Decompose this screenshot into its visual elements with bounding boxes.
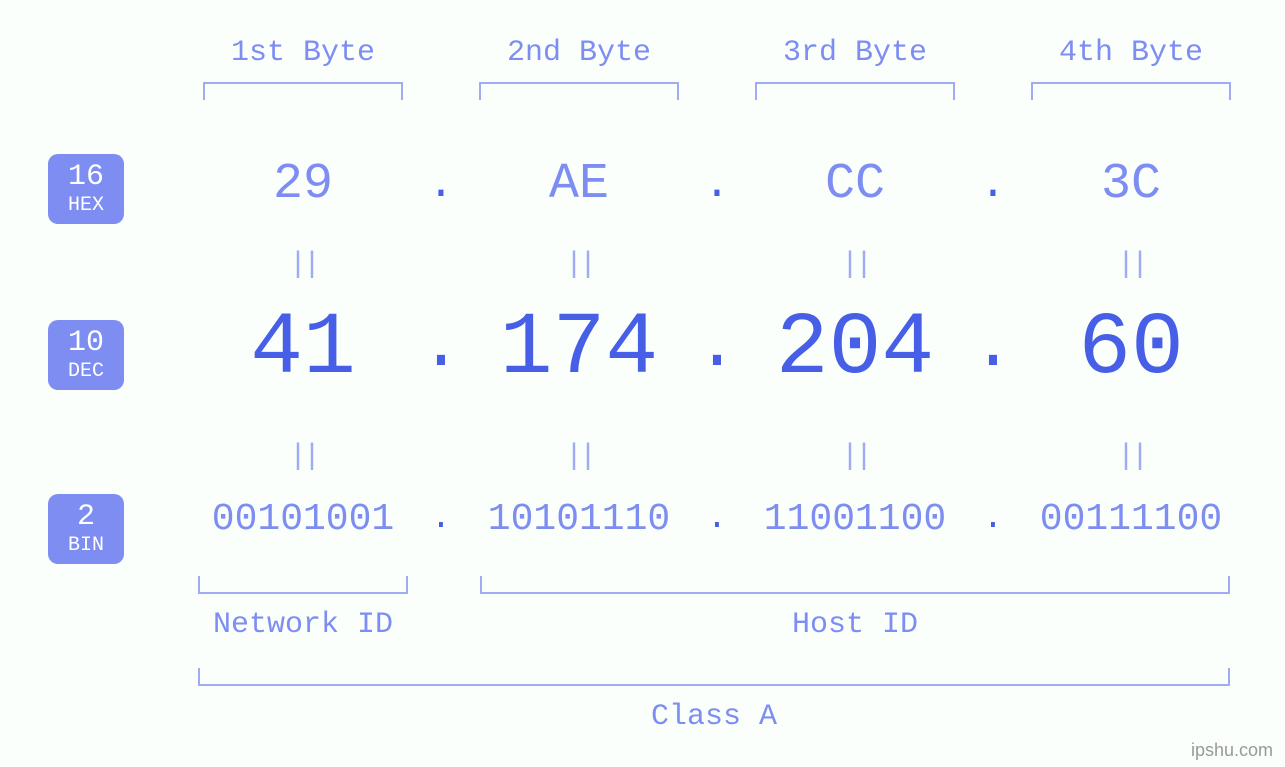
- base-num-bin: 2: [48, 502, 124, 532]
- hex-dot-2: .: [687, 160, 747, 210]
- hex-byte-3: CC: [755, 156, 955, 213]
- base-badge-bin: 2 BIN: [48, 494, 124, 564]
- class-label: Class A: [198, 700, 1230, 734]
- ip-diagram: 1st Byte 2nd Byte 3rd Byte 4th Byte 16 H…: [0, 0, 1285, 767]
- byte-header-3: 3rd Byte: [755, 36, 955, 70]
- byte-bracket-4: [1031, 82, 1231, 100]
- byte-header-4: 4th Byte: [1031, 36, 1231, 70]
- network-id-bracket: [198, 576, 408, 594]
- bin-byte-4: 00111100: [1011, 498, 1251, 541]
- hex-dot-3: .: [963, 160, 1023, 210]
- eq-hexdec-4: ||: [1091, 248, 1171, 282]
- base-lbl-hex: HEX: [48, 194, 124, 218]
- network-id-label: Network ID: [198, 608, 408, 642]
- hex-byte-1: 29: [203, 156, 403, 213]
- byte-header-2: 2nd Byte: [479, 36, 679, 70]
- hex-dot-1: .: [411, 160, 471, 210]
- host-id-label: Host ID: [480, 608, 1230, 642]
- eq-hexdec-2: ||: [539, 248, 619, 282]
- eq-hexdec-1: ||: [263, 248, 343, 282]
- watermark: ipshu.com: [1191, 740, 1273, 761]
- eq-decbin-1: ||: [263, 440, 343, 474]
- byte-header-1: 1st Byte: [203, 36, 403, 70]
- eq-hexdec-3: ||: [815, 248, 895, 282]
- dec-byte-4: 60: [1011, 300, 1251, 399]
- bin-byte-2: 10101110: [459, 498, 699, 541]
- byte-bracket-2: [479, 82, 679, 100]
- base-badge-dec: 10 DEC: [48, 320, 124, 390]
- base-badge-hex: 16 HEX: [48, 154, 124, 224]
- byte-bracket-3: [755, 82, 955, 100]
- base-num-hex: 16: [48, 162, 124, 192]
- class-bracket: [198, 668, 1230, 686]
- dec-byte-1: 41: [183, 300, 423, 399]
- base-num-dec: 10: [48, 328, 124, 358]
- base-lbl-dec: DEC: [48, 360, 124, 384]
- hex-byte-4: 3C: [1031, 156, 1231, 213]
- hex-byte-2: AE: [479, 156, 679, 213]
- host-id-bracket: [480, 576, 1230, 594]
- bin-byte-3: 11001100: [735, 498, 975, 541]
- bin-byte-1: 00101001: [183, 498, 423, 541]
- byte-bracket-1: [203, 82, 403, 100]
- base-lbl-bin: BIN: [48, 534, 124, 558]
- eq-decbin-2: ||: [539, 440, 619, 474]
- eq-decbin-4: ||: [1091, 440, 1171, 474]
- dec-byte-2: 174: [459, 300, 699, 399]
- eq-decbin-3: ||: [815, 440, 895, 474]
- dec-byte-3: 204: [735, 300, 975, 399]
